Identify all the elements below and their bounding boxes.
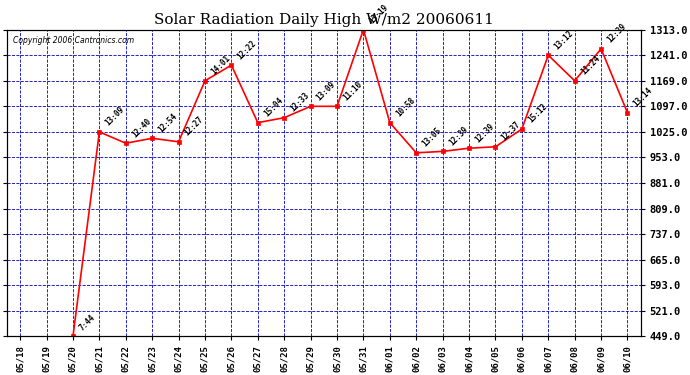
Text: 12:22: 12:22 <box>235 38 258 61</box>
Text: 11:10: 11:10 <box>341 80 364 102</box>
Text: 10:58: 10:58 <box>394 96 417 118</box>
Text: 12:54: 12:54 <box>157 111 179 134</box>
Text: 12:37: 12:37 <box>500 120 522 142</box>
Text: Copyright 2006 Cantronics.com: Copyright 2006 Cantronics.com <box>13 36 135 45</box>
Text: 12:40: 12:40 <box>130 116 152 139</box>
Text: 14:01: 14:01 <box>209 54 232 76</box>
Text: 12:33: 12:33 <box>288 91 311 114</box>
Text: 12:27: 12:27 <box>183 115 206 138</box>
Text: 15:04: 15:04 <box>262 96 285 118</box>
Text: 12:39: 12:39 <box>605 22 628 45</box>
Text: 13:05: 13:05 <box>420 126 443 148</box>
Text: 13:12: 13:12 <box>553 28 575 51</box>
Text: 13:09: 13:09 <box>315 80 337 102</box>
Text: 13:09: 13:09 <box>104 105 126 128</box>
Text: 12:39: 12:39 <box>473 122 496 144</box>
Title: Solar Radiation Daily High W/m2 20060611: Solar Radiation Daily High W/m2 20060611 <box>154 13 494 27</box>
Text: 11:24: 11:24 <box>579 54 602 76</box>
Text: 15:12: 15:12 <box>526 102 549 125</box>
Text: 13:14: 13:14 <box>631 86 654 108</box>
Text: 13:19: 13:19 <box>368 3 391 26</box>
Text: 12:39: 12:39 <box>447 124 469 147</box>
Text: 7:44: 7:44 <box>77 313 97 332</box>
